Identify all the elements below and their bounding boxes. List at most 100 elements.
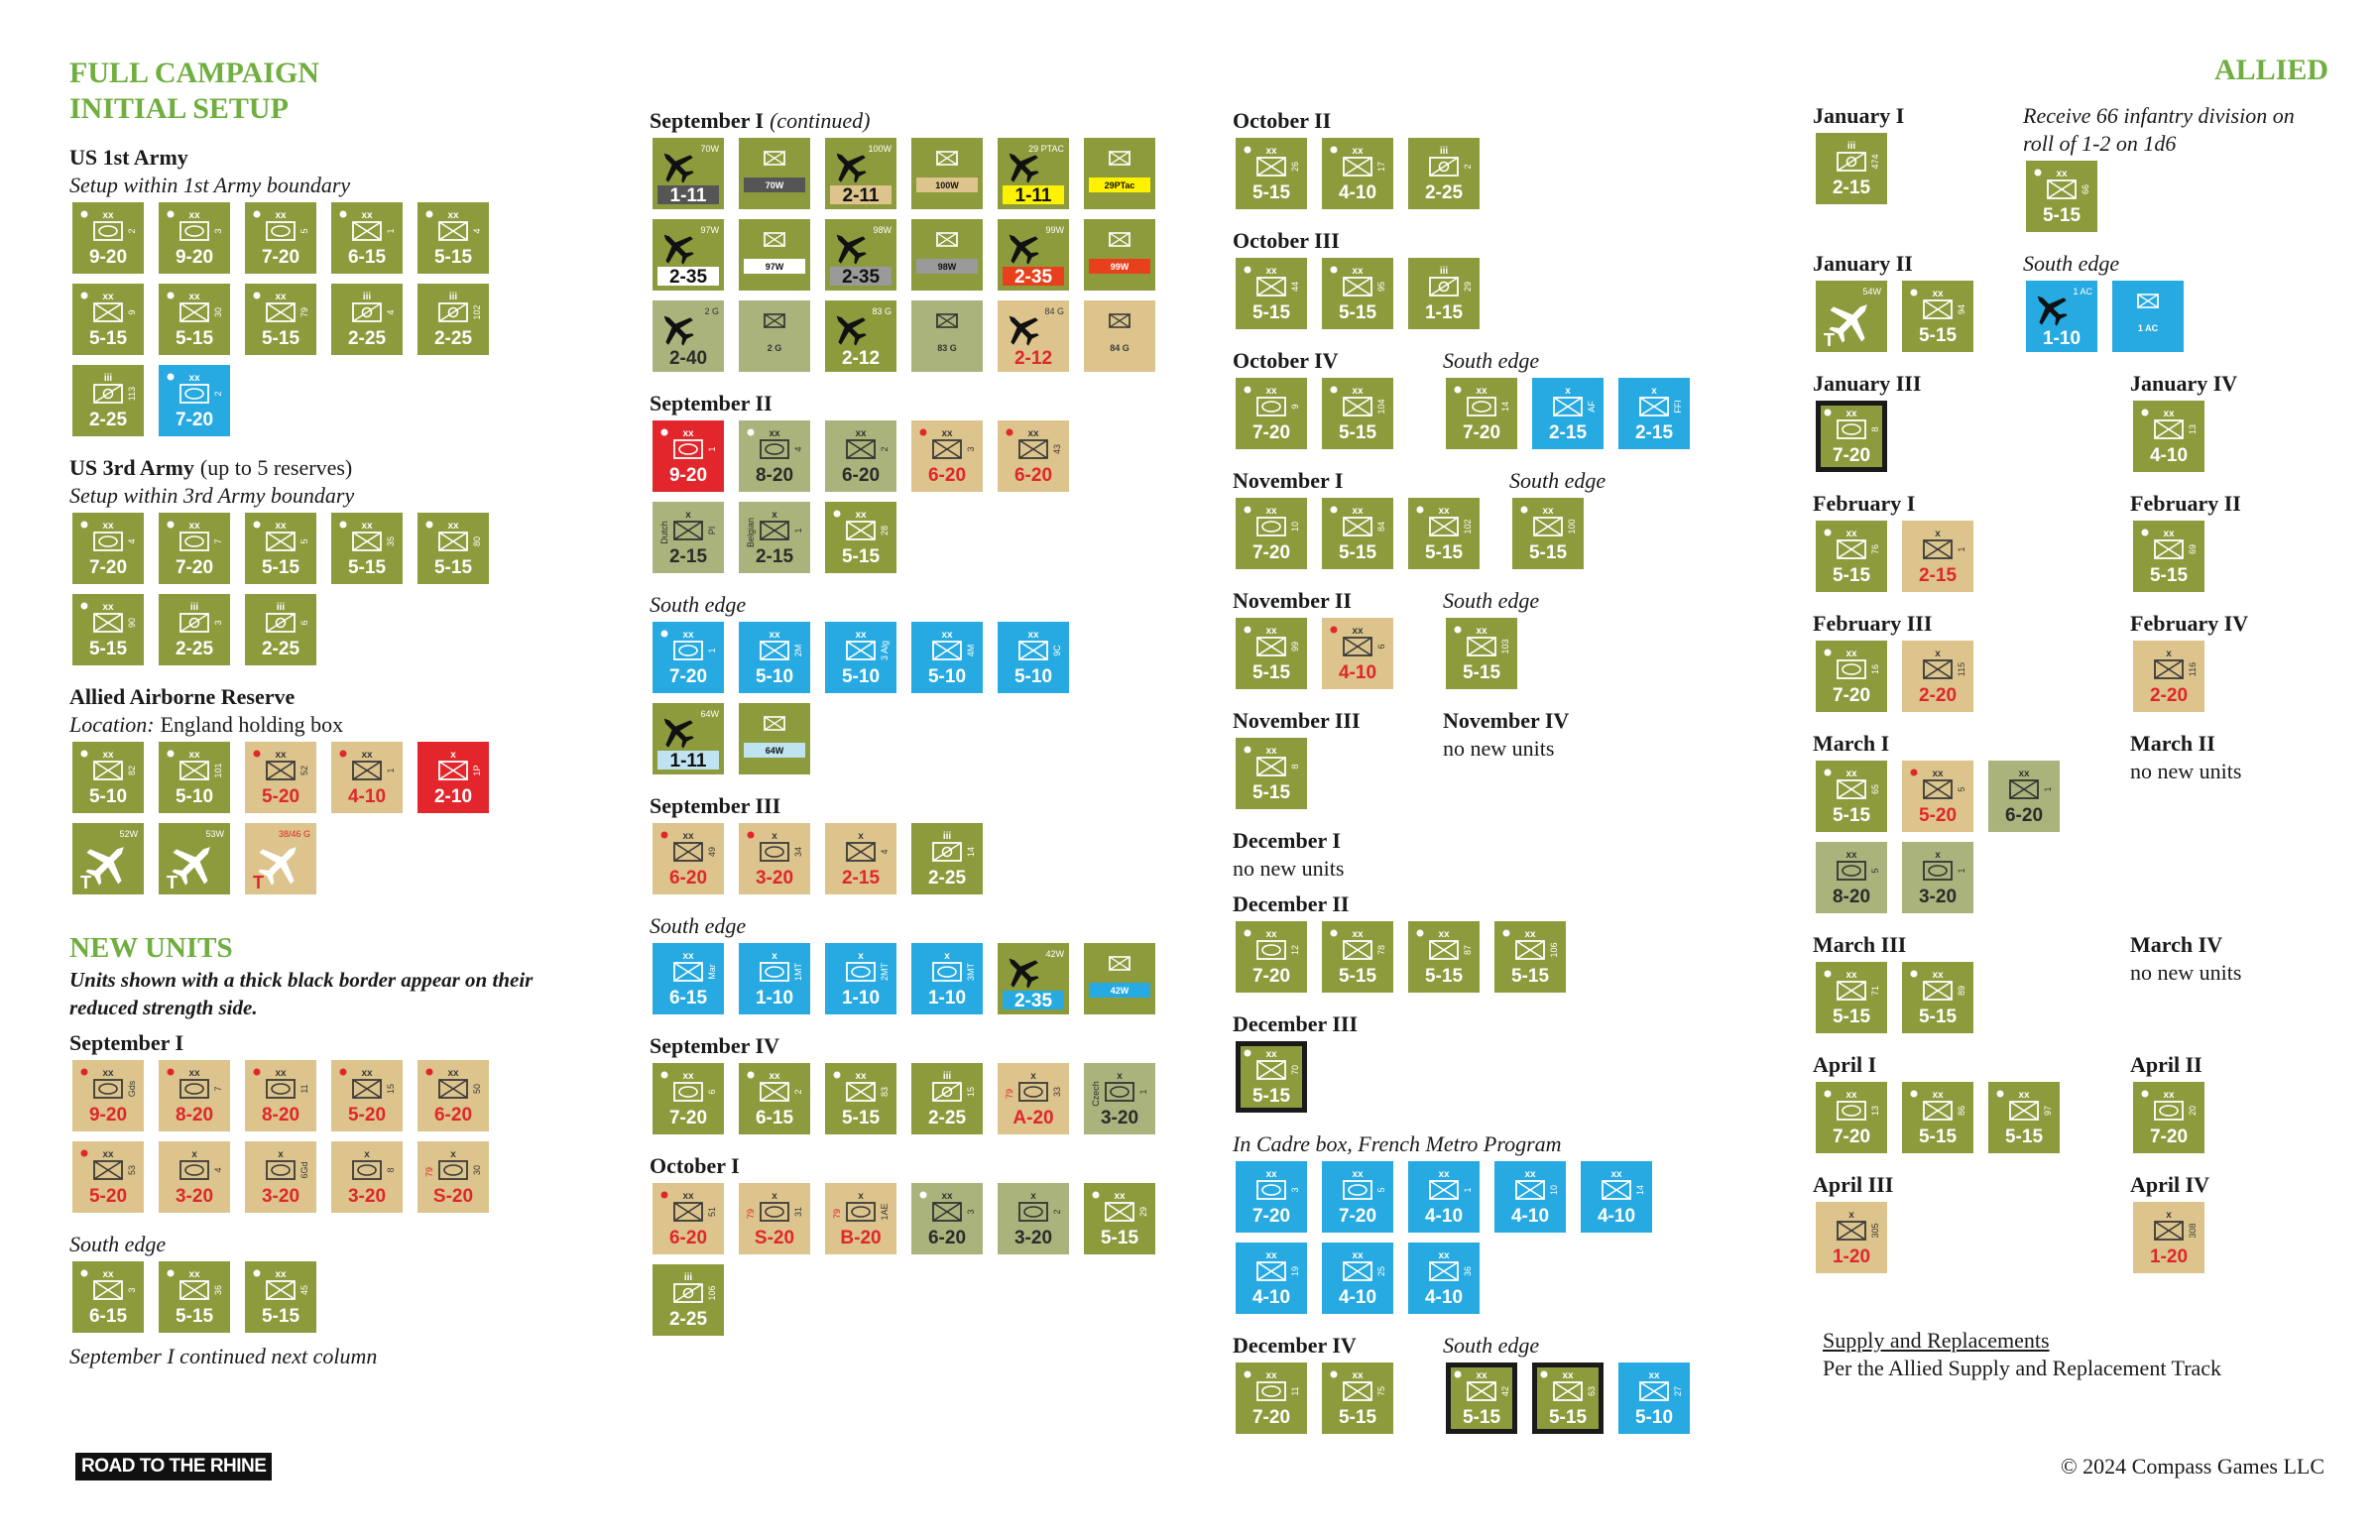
unit-id: 116 — [2188, 662, 2198, 676]
unit-symbol — [1467, 637, 1496, 656]
section-group: September I (continued) 70W 1-11 70W 100W 2-11… — [650, 107, 1205, 382]
counter-face — [1084, 1063, 1155, 1134]
unit-size: xx — [1114, 1191, 1126, 1202]
counter-row: iii 113 2-25 xx 2 7-20 — [72, 365, 489, 436]
counter-face — [1322, 1243, 1393, 1314]
unit-id: 49 — [707, 847, 717, 857]
unit-id: 52W — [119, 829, 138, 839]
unit-symbol — [1256, 1261, 1286, 1281]
unit-nation: 79 — [832, 1209, 842, 1219]
unit-strength: 5-15 — [1919, 1007, 1957, 1027]
unit-id: 14 — [966, 847, 976, 857]
unit-symbol — [179, 221, 209, 241]
unit-size: xx — [188, 292, 200, 302]
unit-size: xx — [1845, 409, 1857, 419]
unit-strength: 5-15 — [262, 1306, 299, 1327]
unit-symbol — [2154, 419, 2184, 439]
unit-symbol — [352, 221, 382, 241]
counter-face — [1816, 1202, 1887, 1273]
counter-face — [998, 1183, 1069, 1254]
unit-id: 19 — [1290, 1266, 1300, 1276]
unit-symbol — [1467, 1381, 1496, 1401]
unit-counter: 83 G — [911, 300, 983, 372]
unit-id: 3 Alg — [880, 641, 890, 660]
unit-symbol — [673, 641, 703, 660]
unit-counter: xx 27 5-10 — [1618, 1362, 1690, 1434]
unit-size: x — [364, 1149, 370, 1160]
unit-strength: 1-10 — [2043, 328, 2081, 349]
heading-text: September I — [69, 1030, 184, 1055]
heading: Allied Airborne Reserve — [69, 683, 489, 711]
unit-id: 65 — [1870, 784, 1880, 794]
transport-aircraft — [85, 847, 124, 886]
section: October III xx 44 5-15 xx 95 5-15 iii 29 1-15 — [1233, 227, 1480, 339]
counter-row: iii 474 2-15 — [1816, 133, 1993, 204]
heading-text: September I — [650, 108, 765, 133]
unit-id: 34 — [793, 847, 803, 857]
unit-size: xx — [102, 210, 114, 221]
unit-counter: xx 2 9-20 — [72, 202, 144, 274]
unit-counter: 70W — [739, 138, 810, 209]
unit-counter: 2 G — [739, 300, 810, 372]
unit-symbol — [93, 384, 123, 404]
heading: December IV — [1233, 1332, 1413, 1360]
counter-face — [1988, 761, 2060, 832]
section-group: September III xx 49 6-20 x 34 3-20 x 4 2-15 iii 14 2… — [650, 792, 1205, 904]
unit-counter: xx 6 4-10 — [1322, 618, 1393, 689]
unit-id: 3 — [1290, 1187, 1300, 1192]
heading: September IV — [650, 1032, 1155, 1060]
unit-symbol — [1923, 779, 1953, 799]
unit-strength: 5-15 — [1252, 662, 1290, 683]
unit-strength: 4-10 — [1425, 1287, 1463, 1308]
unit-id: 5 — [299, 538, 309, 543]
heading: November II — [1233, 587, 1413, 615]
symbol-line — [1553, 1381, 1583, 1401]
base-id: 2 G — [768, 343, 782, 353]
unit-counter: xx 1 9-20 — [653, 420, 724, 492]
unit-symbol — [760, 962, 789, 982]
unit-id: 2 G — [704, 306, 719, 316]
symbol-line — [1923, 1101, 1953, 1121]
base-id: 29PTac — [1105, 180, 1135, 190]
unit-strength: 5-15 — [1463, 662, 1500, 683]
unit-symbol — [93, 532, 123, 551]
counter-row: xx 42 5-15 xx 63 5-15 xx 27 5-10 — [1446, 1362, 1690, 1434]
unit-counter: xx 4 5-15 — [417, 202, 489, 274]
unit-symbol — [179, 1079, 209, 1099]
unit-size: xx — [102, 292, 114, 302]
unit-counter: 42W 2-35 — [998, 943, 1069, 1014]
section: South edge xx 1 7-20 xx 2M 5-10 xx 3 Alg 5-10 xx 4M… — [650, 591, 1069, 784]
unit-symbol — [1837, 1221, 1866, 1241]
note: Receive 66 infantry division on roll of … — [2023, 103, 2295, 156]
dot-marker — [1416, 929, 1424, 937]
symbol-oval — [851, 966, 871, 978]
section: In Cadre box, French Metro Program xx 3 7-2… — [1233, 1130, 1652, 1324]
counter-row: xx 99 5-15 xx 6 4-10 — [1236, 618, 1413, 689]
dot-marker — [660, 630, 668, 638]
unit-strength: 7-20 — [1339, 1206, 1376, 1227]
unit-symbol — [179, 613, 209, 633]
unit-strength: 3-20 — [1014, 1228, 1052, 1248]
counter-face — [739, 219, 810, 291]
unit-symbol — [438, 1079, 468, 1099]
counter-row: xx 14 7-20 x AF 2-15 x FFI 2-15 — [1446, 378, 1690, 449]
section-group: US 3rd Army (up to 5 reserves) Setup withi… — [69, 454, 625, 675]
symbol-oval — [1842, 865, 1861, 877]
symbol-circle — [275, 617, 287, 629]
unit-counter: xx 5 7-20 — [245, 202, 316, 274]
unit-size: xx — [447, 1068, 459, 1079]
aircraft — [1009, 234, 1039, 265]
unit-id: 44 — [1290, 282, 1300, 292]
counter-face — [2112, 281, 2184, 352]
section: March I xx 65 5-15 xx 5 5-20 xx 1 6-20 xx 5 8-20 x 1 3-… — [1813, 730, 2100, 923]
unit-strength: 5-15 — [1833, 1007, 1870, 1027]
unit-id: 5 — [299, 228, 309, 233]
counter-face — [1084, 138, 1155, 209]
unit-symbol — [1923, 299, 1953, 319]
counter-face — [1236, 1243, 1307, 1314]
symbol-line — [352, 532, 382, 551]
